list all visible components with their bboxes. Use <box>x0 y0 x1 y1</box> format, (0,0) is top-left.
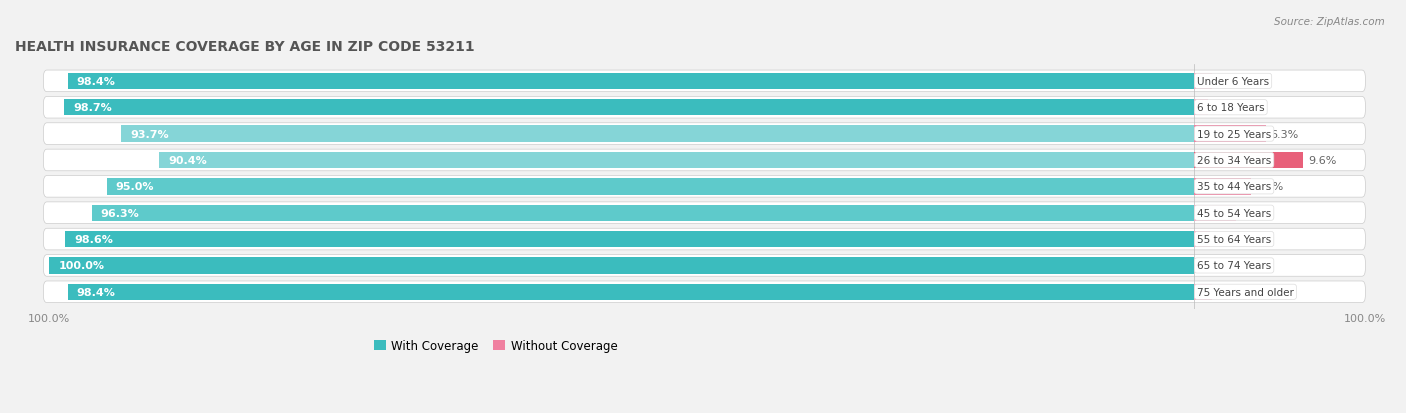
FancyBboxPatch shape <box>44 150 1365 171</box>
Text: 5.0%: 5.0% <box>1256 182 1284 192</box>
Bar <box>67 284 1194 300</box>
Bar <box>1194 152 1303 169</box>
Bar <box>91 205 1194 221</box>
FancyBboxPatch shape <box>44 255 1365 277</box>
Text: 3.7%: 3.7% <box>1240 208 1268 218</box>
Text: 98.6%: 98.6% <box>75 235 114 244</box>
Bar <box>1194 284 1212 300</box>
Bar <box>1194 179 1251 195</box>
FancyBboxPatch shape <box>44 281 1365 303</box>
Text: 1.6%: 1.6% <box>1216 77 1244 87</box>
Text: HEALTH INSURANCE COVERAGE BY AGE IN ZIP CODE 53211: HEALTH INSURANCE COVERAGE BY AGE IN ZIP … <box>15 40 475 54</box>
Bar <box>49 258 1194 274</box>
Bar <box>121 126 1194 142</box>
Text: 1.6%: 1.6% <box>1216 287 1244 297</box>
Text: 26 to 34 Years: 26 to 34 Years <box>1197 156 1271 166</box>
Bar <box>65 231 1194 248</box>
Text: 55 to 64 Years: 55 to 64 Years <box>1197 235 1271 244</box>
Text: 93.7%: 93.7% <box>131 129 169 139</box>
Text: 95.0%: 95.0% <box>115 182 155 192</box>
Text: 98.4%: 98.4% <box>77 77 115 87</box>
Text: Under 6 Years: Under 6 Years <box>1197 77 1270 87</box>
Bar <box>1194 231 1209 248</box>
Text: Source: ZipAtlas.com: Source: ZipAtlas.com <box>1274 17 1385 26</box>
Text: 9.6%: 9.6% <box>1308 156 1336 166</box>
Bar <box>1194 126 1265 142</box>
Bar <box>159 152 1194 169</box>
Text: 19 to 25 Years: 19 to 25 Years <box>1197 129 1271 139</box>
Bar <box>107 179 1194 195</box>
Text: 45 to 54 Years: 45 to 54 Years <box>1197 208 1271 218</box>
Text: 100.0%: 100.0% <box>59 261 104 271</box>
Bar <box>67 74 1194 90</box>
Text: 90.4%: 90.4% <box>169 156 207 166</box>
Bar <box>65 100 1194 116</box>
Text: 96.3%: 96.3% <box>101 208 139 218</box>
FancyBboxPatch shape <box>44 97 1365 119</box>
FancyBboxPatch shape <box>44 176 1365 198</box>
Bar <box>1194 205 1236 221</box>
Bar <box>1194 100 1208 116</box>
Text: 75 Years and older: 75 Years and older <box>1197 287 1294 297</box>
FancyBboxPatch shape <box>44 202 1365 224</box>
FancyBboxPatch shape <box>44 123 1365 145</box>
Bar <box>1194 74 1212 90</box>
Text: 6.3%: 6.3% <box>1270 129 1298 139</box>
Text: 98.7%: 98.7% <box>73 103 112 113</box>
Text: 35 to 44 Years: 35 to 44 Years <box>1197 182 1271 192</box>
Text: 98.4%: 98.4% <box>77 287 115 297</box>
FancyBboxPatch shape <box>44 229 1365 250</box>
Text: 65 to 74 Years: 65 to 74 Years <box>1197 261 1271 271</box>
Text: 6 to 18 Years: 6 to 18 Years <box>1197 103 1264 113</box>
FancyBboxPatch shape <box>44 71 1365 93</box>
Text: 1.3%: 1.3% <box>1213 103 1241 113</box>
Legend: With Coverage, Without Coverage: With Coverage, Without Coverage <box>368 335 621 357</box>
Text: 0.0%: 0.0% <box>1198 261 1226 271</box>
Text: 1.4%: 1.4% <box>1215 235 1243 244</box>
